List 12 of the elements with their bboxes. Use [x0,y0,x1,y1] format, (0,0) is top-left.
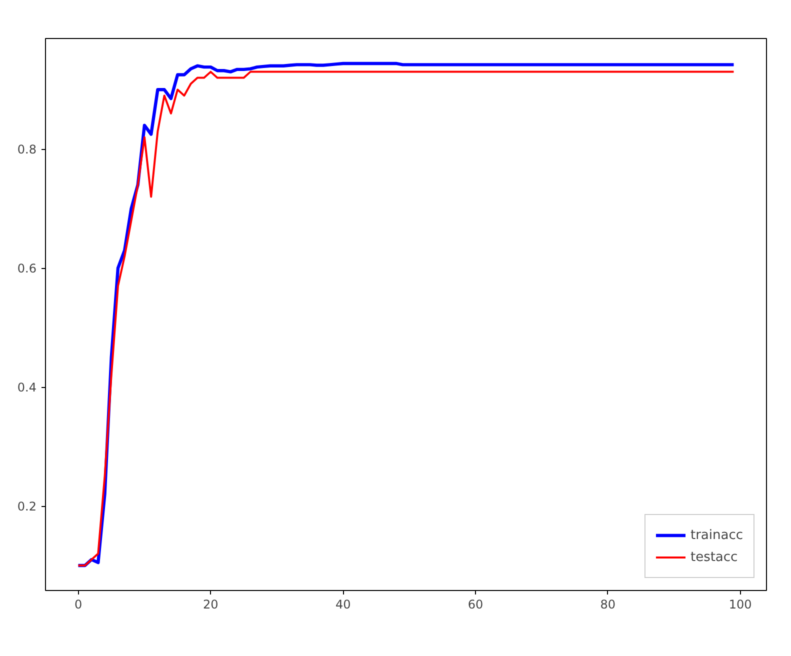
y-tick-label: 0.6 [17,262,37,276]
y-tick-label: 0.4 [17,380,37,395]
x-tick-label: 0 [74,598,82,612]
x-tick-label: 40 [335,598,351,612]
x-tick-label: 20 [203,598,218,612]
y-tick-label: 0.2 [17,500,37,514]
x-tick-label: 80 [600,598,616,612]
legend-label: trainacc [690,528,743,542]
x-tick-label: 60 [468,598,484,612]
legend-label: testacc [690,550,738,564]
x-tick-label: 100 [728,598,752,612]
y-tick-label: 0.8 [17,142,37,157]
